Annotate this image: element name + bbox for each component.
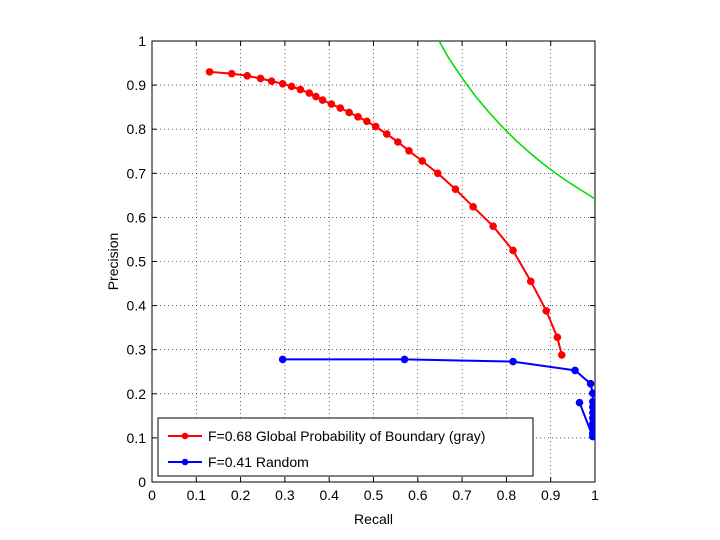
data-point — [588, 389, 595, 398]
data-point — [509, 246, 517, 255]
data-point — [451, 185, 460, 193]
y-tick-label: 0.6 — [127, 209, 147, 225]
data-point — [394, 138, 402, 146]
data-point — [469, 203, 477, 211]
y-tick-label: 0.9 — [127, 77, 147, 93]
x-tick-label: 0.3 — [275, 487, 295, 503]
data-point — [526, 277, 535, 286]
data-point — [418, 157, 427, 165]
data-point — [400, 355, 409, 364]
x-axis-label: Recall — [354, 511, 393, 527]
data-point — [267, 77, 276, 85]
series-2 — [438, 41, 595, 200]
series-1 — [278, 355, 595, 441]
legend-label: F=0.68 Global Probability of Boundary (g… — [208, 428, 485, 444]
data-point — [327, 100, 336, 108]
data-point — [405, 147, 413, 155]
x-tick-label: 0.7 — [452, 487, 472, 503]
x-tick-label: 1 — [591, 487, 599, 503]
legend-marker — [181, 458, 189, 466]
data-point — [371, 122, 380, 131]
x-tick-label: 0.2 — [231, 487, 251, 503]
series-line — [209, 70, 563, 356]
data-point — [345, 108, 353, 117]
x-tick-label: 0 — [148, 487, 156, 503]
data-point — [363, 117, 371, 126]
x-tick-label: 0.1 — [187, 487, 207, 503]
y-tick-label: 0.3 — [127, 342, 147, 358]
data-point — [571, 366, 579, 375]
y-tick-label: 0.1 — [127, 430, 147, 446]
x-tick-label: 0.4 — [319, 487, 339, 503]
data-point — [382, 130, 391, 138]
data-point — [278, 355, 287, 364]
legend-box — [157, 417, 534, 477]
data-point — [318, 96, 327, 104]
data-point — [575, 398, 584, 407]
data-point — [542, 307, 551, 315]
data-point — [287, 82, 296, 91]
data-point — [296, 85, 305, 94]
y-tick-label: 0.8 — [127, 121, 147, 137]
data-point — [553, 333, 562, 342]
y-tick-label: 0.4 — [127, 298, 147, 314]
data-point — [433, 169, 442, 178]
y-tick-label: 0.2 — [127, 386, 147, 402]
data-point — [205, 68, 214, 76]
x-tick-label: 0.5 — [364, 487, 384, 503]
data-point — [305, 89, 314, 97]
y-axis-label: Precision — [105, 233, 121, 291]
data-point — [588, 432, 595, 441]
grid — [152, 41, 595, 482]
y-tick-label: 0.7 — [127, 165, 147, 181]
series-line — [438, 41, 595, 200]
legend-label: F=0.41 Random — [208, 454, 309, 470]
x-tick-label: 0.9 — [541, 487, 561, 503]
data-point — [509, 357, 517, 366]
data-point — [489, 222, 497, 231]
legend: F=0.68 Global Probability of Boundary (g… — [157, 417, 534, 477]
data-point — [256, 74, 265, 83]
legend-marker — [181, 432, 189, 440]
data-point — [586, 379, 595, 388]
series — [205, 41, 595, 441]
data-point — [354, 113, 362, 121]
ticks: 0 0.1 0.2 0.3 0.4 0.5 0.6 0.7 0.8 0.9 1 0 0.1 0.2 0.3 0… — [127, 33, 600, 503]
data-point — [278, 79, 287, 88]
data-point — [312, 92, 320, 101]
y-tick-label: 1 — [138, 33, 146, 49]
data-point — [227, 69, 236, 78]
data-point — [557, 351, 566, 359]
series-0 — [205, 68, 566, 359]
x-tick-label: 0.8 — [497, 487, 517, 503]
y-tick-label: 0.5 — [127, 254, 147, 270]
y-tick-label: 0 — [138, 474, 146, 490]
x-tick-label: 0.6 — [408, 487, 428, 503]
data-point — [336, 104, 345, 112]
data-point — [243, 72, 252, 80]
